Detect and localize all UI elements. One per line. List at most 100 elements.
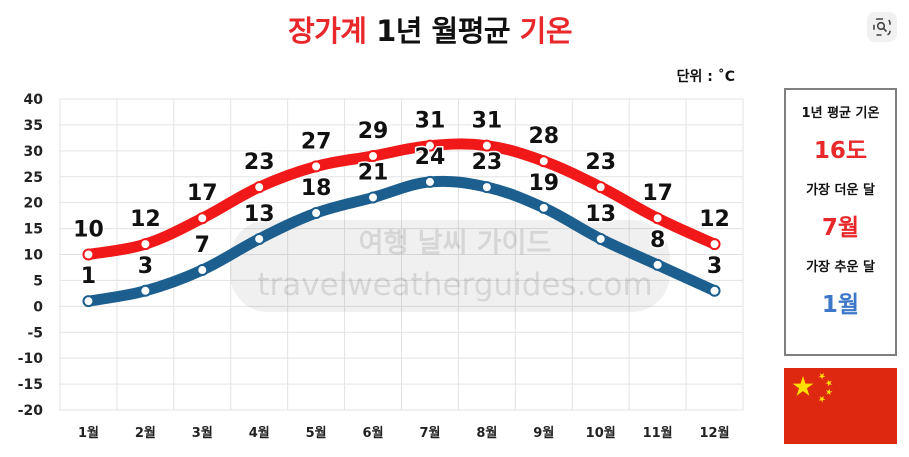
unit-label: 단위 : ˚C [676, 69, 735, 85]
coldest-month-value: 1월 [821, 292, 860, 318]
data-point [253, 181, 266, 194]
data-label: 23 [472, 150, 503, 175]
flag-small-star [818, 395, 826, 403]
data-point [139, 284, 152, 297]
x-tick-label: 2월 [135, 425, 156, 441]
y-tick-label: 15 [24, 222, 43, 238]
y-tick-label: 5 [33, 273, 43, 289]
title-city: 장가계 [287, 14, 367, 48]
x-tick-label: 11월 [643, 425, 673, 441]
data-label: 23 [244, 150, 275, 175]
data-point [253, 232, 266, 245]
x-tick-label: 6월 [363, 425, 384, 441]
x-tick-label: 8월 [476, 425, 497, 441]
data-point [310, 207, 323, 220]
lens-glyph [873, 18, 891, 36]
flag-big-star [792, 376, 814, 396]
data-point [423, 175, 436, 188]
flag-small-star [818, 373, 826, 380]
data-point [480, 139, 493, 152]
watermark-pill [230, 220, 670, 312]
data-point [708, 284, 721, 297]
y-tick-label: 40 [24, 92, 44, 108]
data-label: 21 [358, 160, 389, 185]
data-point [651, 258, 664, 271]
data-point [651, 212, 664, 225]
flag-small-star [825, 379, 832, 387]
flag-stars [792, 373, 833, 403]
data-label: 8 [650, 228, 665, 253]
data-point [480, 181, 493, 194]
page-title: 장가계 1년 월평균 기온 [0, 8, 860, 50]
data-point [367, 191, 380, 204]
y-tick-label: 0 [33, 299, 43, 315]
data-label: 10 [73, 218, 104, 243]
data-label: 7 [195, 233, 210, 258]
flag-small-star [825, 388, 833, 396]
y-tick-label: -10 [18, 351, 44, 367]
data-point [310, 160, 323, 173]
y-tick-label: -20 [18, 403, 44, 419]
y-tick-label: 25 [24, 170, 43, 186]
data-label: 17 [187, 181, 218, 206]
data-label: 29 [358, 119, 389, 144]
data-label: 17 [642, 181, 673, 206]
data-label: 28 [528, 124, 559, 149]
hottest-month-label: 가장 더운 달 [806, 183, 875, 198]
data-label: 31 [415, 109, 446, 134]
avg-temp-label: 1년 평균 기온 [801, 106, 880, 121]
data-label: 12 [130, 207, 161, 232]
data-point [196, 212, 209, 225]
data-point [594, 181, 607, 194]
data-label: 24 [415, 145, 446, 170]
x-tick-label: 5월 [306, 425, 327, 441]
x-tick-label: 3월 [192, 425, 213, 441]
data-point [82, 248, 95, 261]
y-tick-label: 30 [24, 144, 44, 160]
hottest-month-value: 7월 [821, 215, 860, 241]
avg-temp-value: 16도 [813, 138, 868, 164]
data-label: 13 [585, 202, 616, 227]
data-label: 3 [707, 254, 722, 279]
summary-panel: 1년 평균 기온 16도 가장 더운 달 7월 가장 추운 달 1월 [784, 88, 897, 356]
data-label: 1 [81, 264, 96, 289]
flag-field [784, 368, 897, 444]
x-tick-label: 12월 [700, 425, 730, 441]
data-point [82, 295, 95, 308]
watermark-line1: 여행 날씨 가이드 [359, 228, 552, 259]
data-label: 19 [528, 171, 559, 196]
data-label: 3 [138, 254, 153, 279]
data-label: 31 [472, 109, 503, 134]
data-label: 18 [301, 176, 332, 201]
title-middle: 1년 월평균 [366, 14, 520, 48]
watermark: 여행 날씨 가이드 travelweatherguides.com [230, 220, 670, 312]
coldest-month-label: 가장 추운 달 [806, 260, 875, 275]
data-point [537, 155, 550, 168]
watermark-line2: travelweatherguides.com [257, 267, 652, 303]
data-point [139, 238, 152, 251]
y-tick-label: 10 [24, 248, 44, 264]
lens-search-icon[interactable] [867, 12, 897, 42]
data-label: 27 [301, 129, 332, 154]
data-point [423, 139, 436, 152]
x-tick-label: 10월 [586, 425, 616, 441]
data-point [537, 201, 550, 214]
y-tick-label: 35 [24, 118, 43, 134]
x-tick-label: 4월 [249, 425, 270, 441]
china-flag-icon [784, 368, 897, 444]
data-point [196, 264, 209, 277]
x-tick-label: 1월 [78, 425, 99, 441]
x-tick-label: 9월 [533, 425, 554, 441]
y-tick-label: 20 [24, 196, 44, 212]
data-point [708, 238, 721, 251]
data-label: 12 [699, 207, 730, 232]
chart-axes: 40 35 30 25 20 15 10 5 0 -5 -10 -15 -20 1월 2월 3월 4월 5월 6월 7… [18, 92, 730, 441]
data-point [367, 150, 380, 163]
title-temperature: 기온 [519, 14, 573, 48]
chart-series [82, 138, 721, 308]
y-tick-label: -15 [18, 377, 43, 393]
data-point [594, 232, 607, 245]
y-tick-label: -5 [27, 325, 43, 341]
